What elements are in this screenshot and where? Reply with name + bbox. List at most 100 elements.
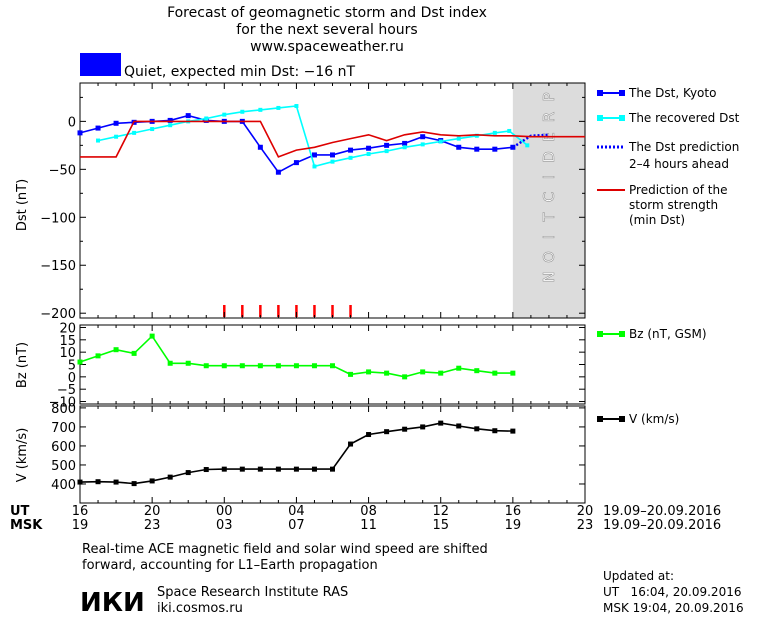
y-tick-label: 700 bbox=[51, 421, 76, 436]
data-point-dst-1 bbox=[204, 116, 209, 121]
legend-storm-prediction: Prediction of the storm strength (min Ds… bbox=[597, 183, 728, 227]
data-point-dst-1 bbox=[366, 151, 371, 156]
data-point-v-0 bbox=[185, 470, 191, 476]
msk-tick-label: 19 bbox=[505, 518, 522, 533]
msk-tick-label: 19 bbox=[72, 518, 89, 533]
data-point-dst-1 bbox=[402, 145, 407, 150]
data-point-v-0 bbox=[348, 441, 354, 447]
ut-tick-label: 00 bbox=[216, 504, 233, 519]
data-point-bz-0 bbox=[474, 368, 480, 374]
ut-date-range: 19.09–20.09.2016 bbox=[603, 504, 721, 519]
data-point-dst-1 bbox=[507, 128, 512, 133]
data-point-dst-0 bbox=[384, 142, 390, 148]
data-point-dst-1 bbox=[420, 142, 425, 147]
data-point-v-0 bbox=[492, 428, 498, 434]
data-point-bz-0 bbox=[384, 370, 390, 376]
legend-bz-label: Bz (nT, GSM) bbox=[629, 327, 707, 341]
msk-tick-label: 11 bbox=[360, 518, 377, 533]
data-point-v-0 bbox=[131, 481, 137, 487]
series-line-dst-2 bbox=[512, 133, 549, 149]
bz-ylabel: Bz (nT) bbox=[15, 342, 30, 388]
updated-label: Updated at: bbox=[603, 569, 674, 583]
legend-dst-recovered: The recovered Dst bbox=[597, 111, 740, 125]
data-point-v-0 bbox=[113, 479, 119, 485]
data-point-dst-0 bbox=[330, 152, 335, 158]
series-line-bz-0 bbox=[79, 334, 513, 378]
status-text: Quiet, expected min Dst: −16 nT bbox=[124, 64, 356, 80]
ut-tick-label: 08 bbox=[360, 504, 377, 519]
data-point-dst-0 bbox=[185, 113, 191, 119]
ut-tick-label: 20 bbox=[144, 504, 161, 519]
y-tick-label: 600 bbox=[51, 440, 76, 455]
msk-tick-label: 23 bbox=[577, 518, 594, 533]
data-point-v-0 bbox=[149, 478, 155, 484]
series-line-dst-3 bbox=[80, 120, 585, 158]
data-point-dst-0 bbox=[275, 169, 281, 175]
msk-tick-labels: 19 23 03 07 11 15 19 23 bbox=[72, 518, 594, 533]
y-tick-label: 800 bbox=[51, 402, 76, 417]
y-tick-label: −10 bbox=[49, 396, 76, 411]
data-point-v-0 bbox=[474, 426, 480, 432]
data-point-v-0 bbox=[239, 466, 245, 472]
footer-note-line1: Real-time ACE magnetic field and solar w… bbox=[82, 542, 488, 557]
y-tick-label: 20 bbox=[59, 321, 76, 336]
data-point-v-0 bbox=[384, 429, 390, 435]
data-point-dst-1 bbox=[294, 104, 299, 109]
y-tick-label: −200 bbox=[40, 307, 76, 322]
y-tick-label: 15 bbox=[59, 334, 76, 349]
prediction-letter: T bbox=[540, 212, 558, 223]
ut-label: UT bbox=[10, 504, 30, 519]
footer-note-line2: forward, accounting for L1–Earth propaga… bbox=[82, 558, 378, 573]
iki-logo: ИКИ bbox=[80, 588, 145, 618]
data-point-dst-1 bbox=[312, 164, 317, 169]
data-point-dst-1 bbox=[525, 143, 530, 148]
data-point-dst-1 bbox=[492, 130, 497, 135]
data-point-dst-0 bbox=[474, 146, 480, 152]
data-point-v-0 bbox=[77, 479, 83, 485]
msk-tick-label: 23 bbox=[144, 518, 161, 533]
institute-site: iki.cosmos.ru bbox=[157, 601, 243, 616]
data-point-dst-1 bbox=[348, 155, 353, 160]
ut-tick-label: 16 bbox=[72, 504, 89, 519]
data-point-dst-1 bbox=[222, 112, 227, 117]
data-point-bz-0 bbox=[257, 363, 263, 369]
prediction-letter: C bbox=[540, 192, 558, 202]
data-point-bz-0 bbox=[293, 363, 299, 369]
data-point-v-0 bbox=[221, 466, 227, 472]
msk-date-range: 19.09–20.09.2016 bbox=[603, 518, 721, 533]
prediction-letter: P bbox=[540, 92, 558, 101]
y-tick-label: −100 bbox=[40, 211, 76, 226]
data-point-bz-0 bbox=[167, 360, 173, 366]
prediction-letter: I bbox=[540, 175, 558, 179]
data-point-dst-1 bbox=[276, 105, 281, 110]
data-point-bz-0 bbox=[77, 359, 83, 365]
data-point-dst-0 bbox=[113, 120, 119, 126]
dst-plot-frame bbox=[79, 82, 586, 319]
legend-v: V (km/s) bbox=[597, 412, 679, 426]
y-tick-label: −150 bbox=[40, 259, 76, 274]
data-point-v-0 bbox=[257, 466, 263, 472]
data-point-v-0 bbox=[293, 466, 299, 472]
prediction-letter: R bbox=[540, 112, 558, 122]
data-point-bz-0 bbox=[456, 365, 462, 371]
data-point-dst-0 bbox=[402, 140, 408, 146]
v-ylabel: V (km/s) bbox=[15, 428, 30, 483]
ut-tick-label: 04 bbox=[288, 504, 305, 519]
data-point-dst-0 bbox=[510, 144, 516, 150]
data-point-bz-0 bbox=[311, 363, 317, 369]
msk-tick-label: 03 bbox=[216, 518, 233, 533]
y-tick-label: 0 bbox=[68, 115, 76, 130]
prediction-band bbox=[512, 83, 585, 318]
data-point-bz-0 bbox=[149, 333, 155, 339]
updated-msk: MSK 19:04, 20.09.2016 bbox=[603, 601, 744, 615]
data-point-dst-0 bbox=[77, 130, 83, 136]
series-line-v-0 bbox=[79, 422, 513, 485]
legend-dst-recovered-label: The recovered Dst bbox=[628, 111, 740, 125]
data-point-bz-0 bbox=[348, 371, 354, 377]
ut-tick-label: 20 bbox=[577, 504, 594, 519]
y-tick-label: −5 bbox=[57, 383, 76, 398]
institute-name: Space Research Institute RAS bbox=[157, 585, 348, 600]
data-point-bz-0 bbox=[203, 363, 209, 369]
data-point-dst-1 bbox=[474, 133, 479, 138]
data-point-bz-0 bbox=[239, 363, 245, 369]
